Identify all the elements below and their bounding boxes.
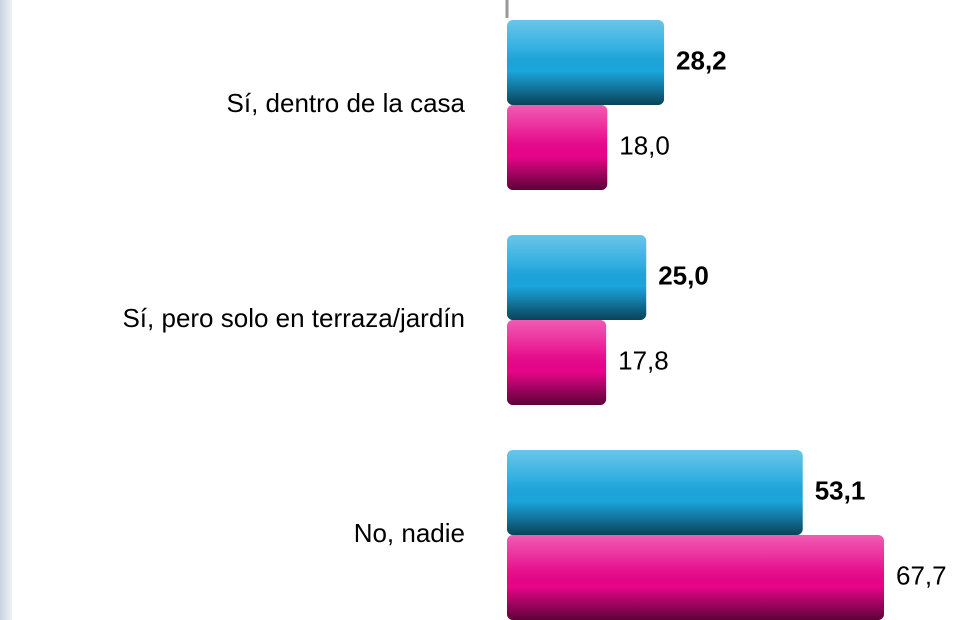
category-label: No, nadie (354, 518, 465, 548)
bar-shade (507, 535, 884, 620)
bar-shade (507, 105, 608, 190)
category-label: Sí, pero solo en terraza/jardín (122, 303, 465, 333)
value-label: 67,7 (896, 560, 947, 590)
value-label: 53,1 (815, 475, 866, 505)
value-label: 18,0 (619, 130, 670, 160)
value-label: 17,8 (618, 345, 669, 375)
value-label: 25,0 (658, 260, 709, 290)
value-label: 28,2 (676, 45, 727, 75)
bar-shade (507, 320, 607, 405)
bar-shade (507, 20, 665, 105)
bar-shade (507, 235, 647, 320)
bar-shade (507, 450, 803, 535)
category-label: Sí, dentro de la casa (227, 88, 466, 118)
side-strip (0, 0, 12, 620)
